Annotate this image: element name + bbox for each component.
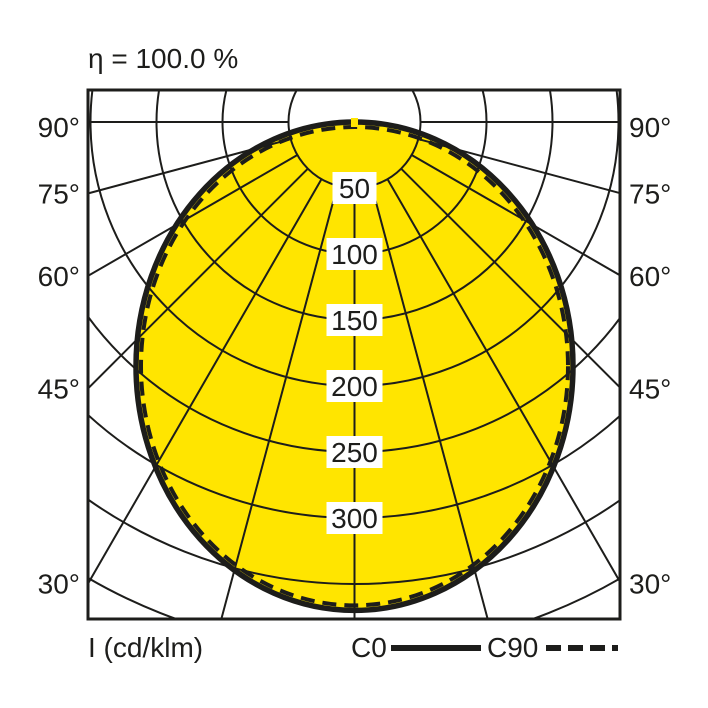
intensity-ring-label: 200: [331, 371, 378, 402]
x-axis-unit-label: I (cd/klm): [88, 632, 203, 663]
grid-radial-line: [220, 185, 339, 619]
chart-frame: [86, 88, 622, 621]
grid-radial-line: [411, 154, 620, 277]
angle-tick-label-right: 60°: [629, 261, 671, 292]
angle-tick-label-left: 45°: [38, 374, 80, 405]
angle-tick-label-left: 90°: [38, 112, 80, 143]
grid-radial-line: [386, 178, 620, 584]
c90-curve: [139, 125, 570, 608]
intensity-ring-label: 50: [339, 173, 370, 204]
angle-tick-label-right: 30°: [629, 569, 671, 600]
angle-tick-labels: 90° 90° 75° 75° 60° 60° 45° 45° 30° 30°: [38, 112, 672, 600]
grid-radial-line: [88, 178, 323, 586]
grid-radial-line: [370, 185, 489, 619]
intensity-ring-label-box: [326, 436, 383, 468]
grid-radial-line: [88, 154, 298, 278]
intensity-ring-label-box: [326, 502, 383, 534]
grid-radial-line: [88, 138, 292, 195]
grid-radial-line: [417, 138, 620, 195]
angle-tick-label-left: 75°: [38, 178, 80, 209]
intensity-ring-labels: 50 100 150 200 250 300: [326, 172, 383, 534]
angle-tick-label-left: 60°: [38, 261, 80, 292]
legend-c90-label: C90: [487, 632, 538, 663]
grid-radial-line: [88, 167, 309, 390]
intensity-ring-label: 150: [331, 305, 378, 336]
grid-radial-line: [400, 167, 620, 389]
legend-c0-label: C0: [351, 632, 387, 663]
curve-apex-gap: [351, 118, 358, 127]
chart-title: η = 100.0 %: [88, 43, 238, 74]
intensity-ring-label-box: [326, 370, 383, 402]
intensity-ring-label: 250: [331, 437, 378, 468]
angle-tick-label-right: 45°: [629, 374, 671, 405]
intensity-ring-label-box: [326, 238, 383, 270]
angle-tick-label-right: 75°: [629, 178, 671, 209]
intensity-ring-label: 100: [331, 239, 378, 270]
intensity-ring-label-box: [326, 304, 383, 336]
angle-tick-label-left: 30°: [38, 569, 80, 600]
intensity-ring-label: 300: [331, 503, 378, 534]
intensity-ring-label-box: [332, 172, 377, 204]
angle-tick-label-right: 90°: [629, 112, 671, 143]
